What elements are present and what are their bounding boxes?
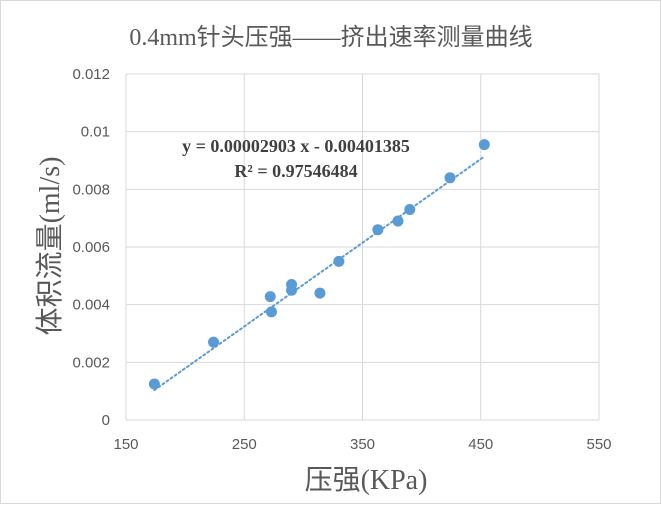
data-point — [478, 139, 490, 151]
y-tick-labels: 0 0.002 0.004 0.006 0.008 0.01 0.012 — [72, 66, 110, 429]
y-tick-label: 0.002 — [72, 354, 110, 371]
y-axis-title: 体积流量(ml/s) — [34, 157, 66, 336]
y-tick-label: 0.008 — [72, 181, 110, 198]
trendline — [153, 155, 486, 392]
gridlines — [125, 73, 600, 421]
x-tick-labels: 150 250 350 450 550 — [113, 436, 611, 453]
data-point — [314, 287, 326, 299]
data-point — [208, 336, 220, 348]
x-tick-label: 350 — [350, 436, 375, 453]
y-tick-label: 0 — [102, 412, 110, 429]
x-tick-label: 550 — [586, 436, 611, 453]
trendline-r-squared: R² = 0.97546484 — [234, 161, 357, 181]
y-tick-label: 0.012 — [72, 66, 110, 83]
trendline-layer — [153, 155, 486, 392]
x-axis-title: 压强(KPa) — [305, 465, 428, 496]
data-point — [148, 378, 160, 390]
trendline-equation: y = 0.00002903 x - 0.00401385 — [182, 136, 410, 156]
data-point — [286, 278, 298, 290]
x-tick-label: 150 — [113, 436, 138, 453]
data-points — [148, 139, 490, 390]
chart-title: 0.4mm针头压强——挤出速率测量曲线 — [129, 24, 532, 51]
data-point — [444, 172, 456, 184]
data-point — [264, 291, 276, 303]
data-point — [333, 255, 345, 267]
y-tick-label: 0.004 — [72, 297, 110, 314]
x-tick-label: 450 — [468, 436, 493, 453]
data-point — [372, 224, 384, 236]
y-tick-label: 0.006 — [72, 239, 110, 256]
data-point — [404, 204, 416, 216]
data-point — [392, 215, 404, 227]
data-point — [265, 306, 277, 318]
y-tick-label: 0.01 — [81, 124, 110, 141]
x-tick-label: 250 — [232, 436, 257, 453]
